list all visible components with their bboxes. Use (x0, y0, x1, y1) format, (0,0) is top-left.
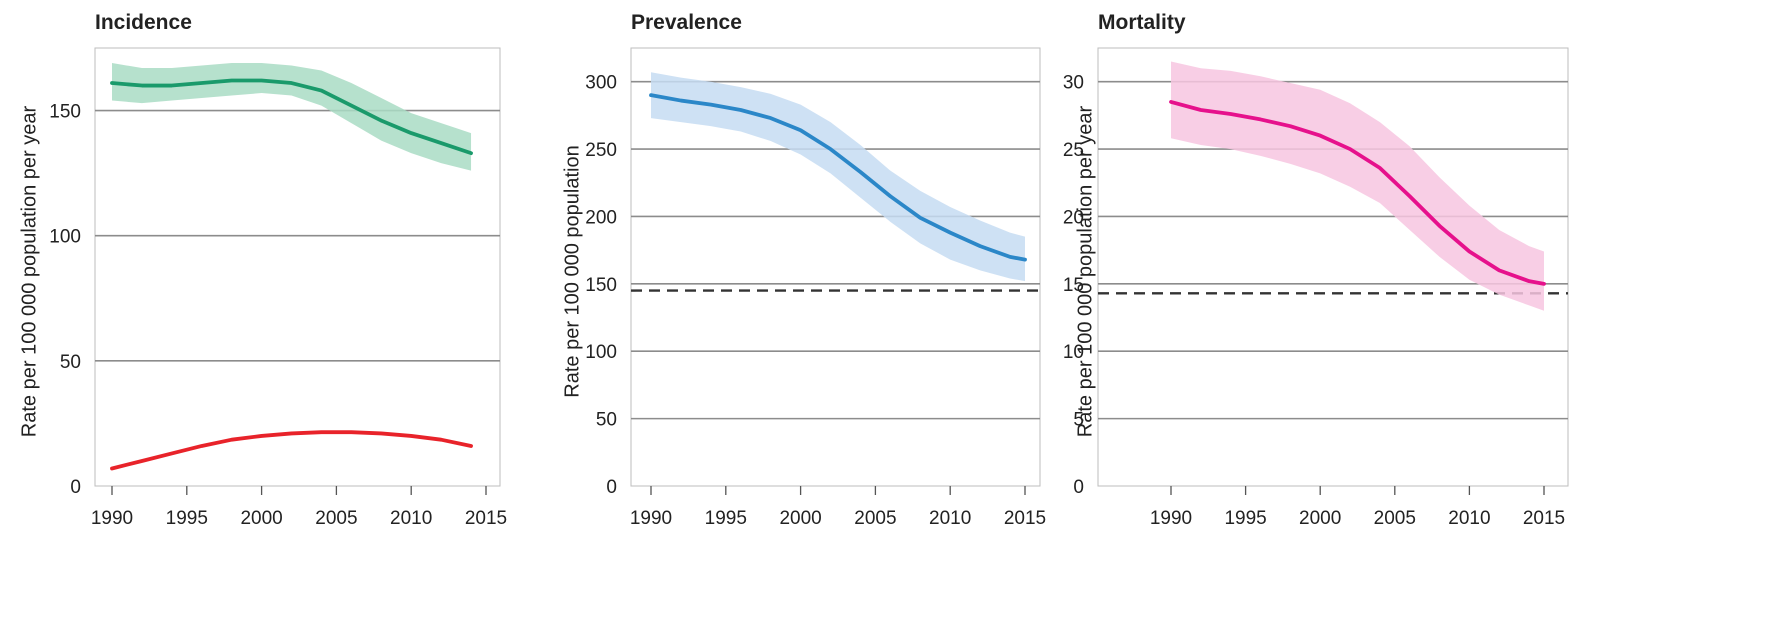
prevalence-x-tick-2010: 2010 (929, 508, 971, 529)
mortality-x-tick-1990: 1990 (1150, 508, 1192, 529)
prevalence-x-tick-2015: 2015 (1004, 508, 1046, 529)
mortality-y-tick-20: 20 (1063, 207, 1084, 228)
incidence-title: Incidence (95, 11, 192, 34)
mortality-y-tick-25: 25 (1063, 140, 1084, 161)
prevalence-y-tick-300: 300 (585, 73, 617, 94)
incidence-x-tick-2000: 2000 (240, 508, 282, 529)
prevalence-y-tick-150: 150 (585, 275, 617, 296)
incidence-x-tick-2015: 2015 (465, 508, 507, 529)
prevalence-x-tick-1995: 1995 (705, 508, 747, 529)
mortality-y-tick-15: 15 (1063, 275, 1084, 296)
prevalence-y-tick-200: 200 (585, 207, 617, 228)
prevalence-y-tick-250: 250 (585, 140, 617, 161)
prevalence-y-tick-0: 0 (606, 477, 617, 498)
prevalence-x-tick-2000: 2000 (779, 508, 821, 529)
mortality-y-tick-0: 0 (1073, 477, 1084, 498)
prevalence-title: Prevalence (631, 11, 742, 34)
prevalence-series-0-uncertainty-band (651, 72, 1025, 282)
incidence-x-tick-1995: 1995 (166, 508, 208, 529)
mortality-x-tick-2005: 2005 (1374, 508, 1416, 529)
incidence-series-1-line (110, 430, 473, 471)
mortality-chart: 0 5 10 15 20 25 30 1990 1995 2000 2005 2010 2015 (1063, 47, 1569, 529)
mortality-y-tick-10: 10 (1063, 342, 1084, 363)
incidence-y-tick-50: 50 (60, 352, 81, 373)
incidence-series-0-uncertainty-band (112, 63, 472, 171)
mortality-panel: Mortality Rate per 100 000 population pe… (1056, 0, 1576, 617)
prevalence-plot-frame (630, 47, 1041, 487)
mortality-x-tick-2010: 2010 (1448, 508, 1490, 529)
incidence-x-tick-2010: 2010 (390, 508, 432, 529)
mortality-series-0-uncertainty-band (1171, 61, 1544, 311)
incidence-y-tick-0: 0 (70, 477, 81, 498)
mortality-y-tick-30: 30 (1063, 73, 1084, 94)
incidence-plot-frame (94, 47, 501, 487)
incidence-series-0-line (110, 78, 473, 156)
prevalence-y-tick-100: 100 (585, 342, 617, 363)
incidence-y-tick-100: 100 (49, 227, 81, 248)
prevalence-y-tick-50: 50 (596, 410, 617, 431)
mortality-x-tick-1995: 1995 (1224, 508, 1266, 529)
mortality-x-tick-2000: 2000 (1299, 508, 1341, 529)
incidence-x-tick-2005: 2005 (315, 508, 357, 529)
incidence-y-tick-150: 150 (49, 102, 81, 123)
mortality-plot-frame (1097, 47, 1569, 487)
prevalence-x-tick-1990: 1990 (630, 508, 672, 529)
incidence-chart: 0 50 100 150 1990 1995 2000 2005 2010 2015 (49, 47, 507, 529)
prevalence-chart: 0 50 100 150 200 250 300 1990 1995 2000 2005 2010 20… (585, 47, 1046, 529)
mortality-title: Mortality (1098, 11, 1186, 34)
prevalence-series-0-line (649, 93, 1027, 262)
prevalence-panel: Prevalence Rate per 100 000 population 0… (528, 0, 1048, 617)
mortality-y-tick-5: 5 (1073, 410, 1084, 431)
mortality-x-tick-2015: 2015 (1523, 508, 1565, 529)
prevalence-x-tick-2005: 2005 (854, 508, 896, 529)
mortality-series-0-line (1169, 100, 1546, 286)
incidence-panel: Incidence Rate per 100 000 population pe… (0, 0, 520, 617)
incidence-x-tick-1990: 1990 (91, 508, 133, 529)
